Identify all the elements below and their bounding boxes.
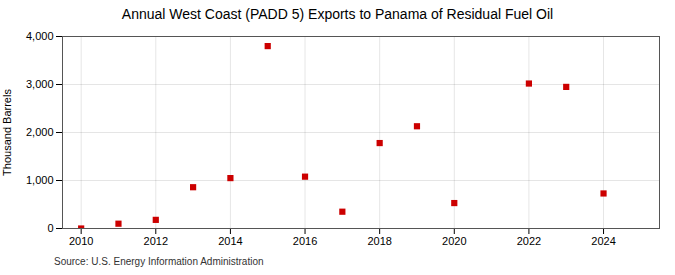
svg-text:2018: 2018: [367, 235, 391, 247]
html-text:Source: U.S. Energy Informatio: Source: U.S. Energy Information Administ…: [54, 256, 264, 267]
svg-text:0: 0: [47, 222, 53, 234]
svg-text:2010: 2010: [69, 235, 93, 247]
svg-text:2012: 2012: [144, 235, 168, 247]
svg-text:2016: 2016: [293, 235, 317, 247]
svg-text:1,000: 1,000: [26, 174, 54, 186]
svg-text:Thousand Barrels: Thousand Barrels: [1, 89, 13, 176]
svg-text:2024: 2024: [591, 235, 615, 247]
svg-text:4,000: 4,000: [26, 30, 54, 42]
svg-text:2,000: 2,000: [26, 126, 54, 138]
svg-text:2022: 2022: [517, 235, 541, 247]
html-text:Annual West Coast (PADD 5) Exp: Annual West Coast (PADD 5) Exports to Pa…: [121, 6, 554, 22]
svg-text:3,000: 3,000: [26, 78, 54, 90]
svg-text:2020: 2020: [442, 235, 466, 247]
svg-text:2014: 2014: [218, 235, 242, 247]
